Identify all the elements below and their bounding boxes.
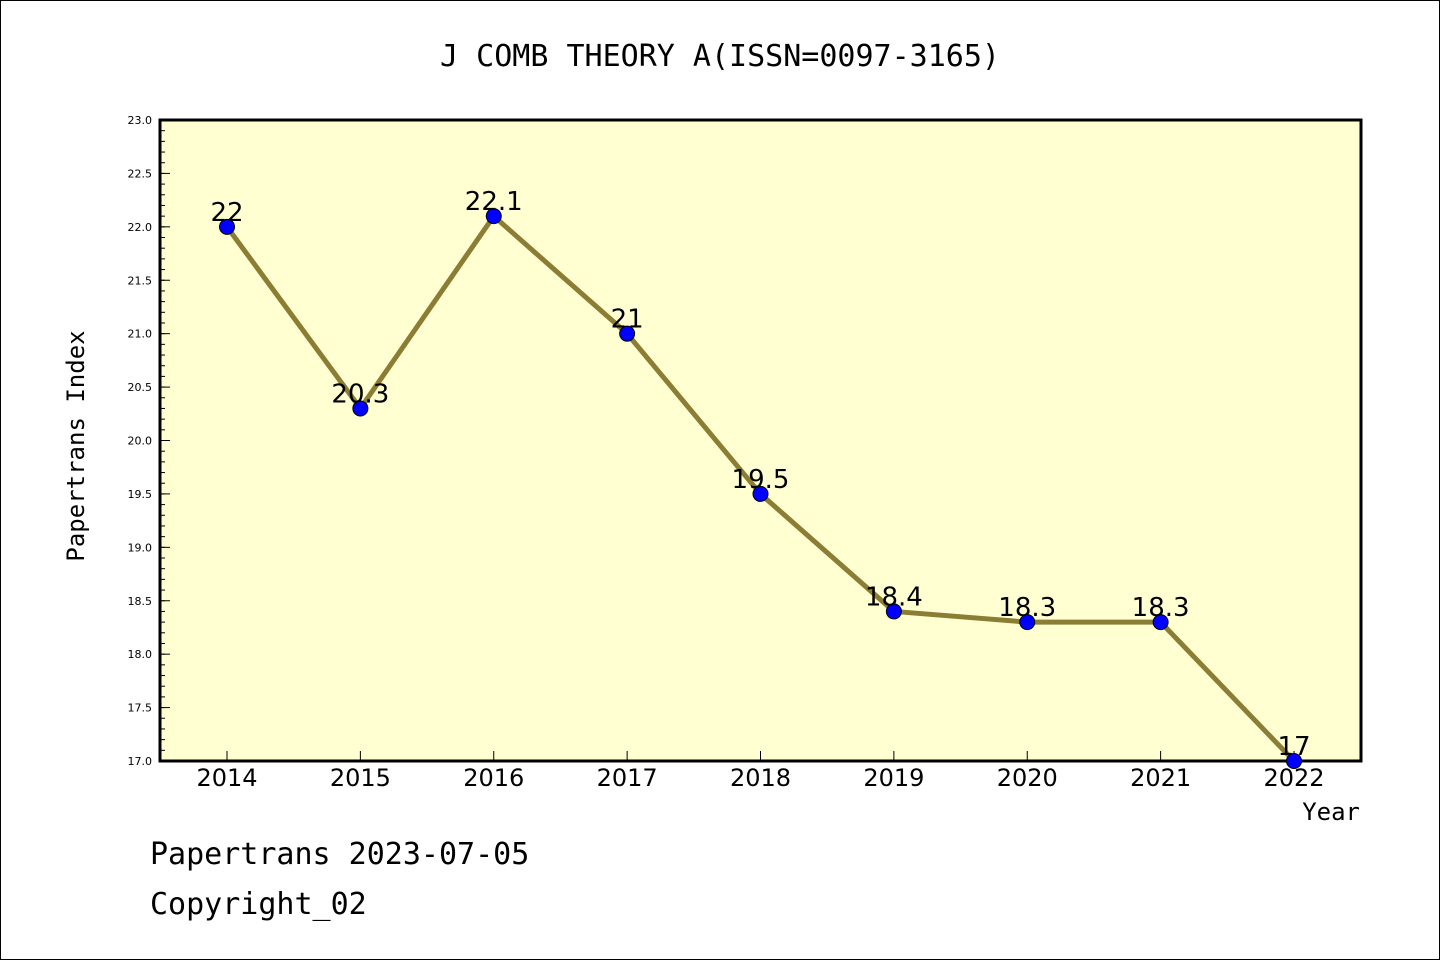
data-label: 21 xyxy=(611,305,644,335)
y-axis-label: Papertrans Index xyxy=(62,330,90,561)
x-tick-label: 2018 xyxy=(730,764,791,792)
y-tick-label: 21.5 xyxy=(128,274,153,287)
x-tick-label: 2017 xyxy=(597,764,658,792)
chart-title: J COMB THEORY A(ISSN=0097-3165) xyxy=(440,39,1000,74)
data-label: 18.4 xyxy=(865,582,923,612)
data-label: 22 xyxy=(210,198,243,228)
y-tick-label: 19.5 xyxy=(128,488,153,501)
data-point xyxy=(885,603,902,620)
plot-area xyxy=(158,118,1363,763)
x-axis: 2014 2015 2016 2017 2018 2019 2020 2021 2022 xyxy=(196,751,1325,792)
data-label: 17 xyxy=(1277,732,1310,762)
data-label: 22.1 xyxy=(465,187,523,217)
series-line-group xyxy=(219,208,1302,769)
x-axis-label: Year xyxy=(1302,798,1360,826)
y-tick-label: 17.0 xyxy=(128,755,153,768)
x-tick-label: 2019 xyxy=(863,764,924,792)
x-tick-label: 2015 xyxy=(330,764,391,792)
y-tick-label: 20.0 xyxy=(128,435,153,448)
data-label: 18.3 xyxy=(998,593,1056,623)
y-tick-label: 21.0 xyxy=(128,328,153,341)
data-point xyxy=(219,218,235,235)
data-point xyxy=(619,325,636,342)
y-tick-label: 20.5 xyxy=(128,381,153,394)
data-label: 18.3 xyxy=(1132,593,1190,623)
footer-copyright: Copyright_02 xyxy=(150,887,367,922)
x-tick-label: 2016 xyxy=(463,764,524,792)
data-point xyxy=(1152,614,1169,631)
data-labels: 22 20.3 22.1 21 19.5 18.4 18.3 18.3 17 xyxy=(210,187,1310,762)
data-point xyxy=(752,485,769,502)
y-tick-label: 22.0 xyxy=(128,221,153,234)
y-tick-label: 19.0 xyxy=(128,541,153,554)
y-tick-label: 17.5 xyxy=(128,702,153,715)
x-tick-label: 2020 xyxy=(997,764,1058,792)
data-label: 20.3 xyxy=(331,379,389,409)
data-point xyxy=(1286,753,1302,769)
x-tick-label: 2021 xyxy=(1130,764,1191,792)
data-point xyxy=(485,208,502,225)
y-tick-label: 23.0 xyxy=(128,114,153,127)
data-label: 19.5 xyxy=(732,465,790,495)
footer-date: Papertrans 2023-07-05 xyxy=(150,837,529,872)
x-tick-label: 2014 xyxy=(196,764,257,792)
y-axis: 17.0 17.5 18.0 18.5 19.0 19.5 20.0 20.5 21.0 21.5… xyxy=(128,114,170,768)
data-point xyxy=(1019,614,1036,631)
y-tick-label: 22.5 xyxy=(128,167,153,180)
data-point xyxy=(352,400,369,417)
y-tick-label: 18.0 xyxy=(128,648,153,661)
y-tick-label: 18.5 xyxy=(128,595,153,608)
